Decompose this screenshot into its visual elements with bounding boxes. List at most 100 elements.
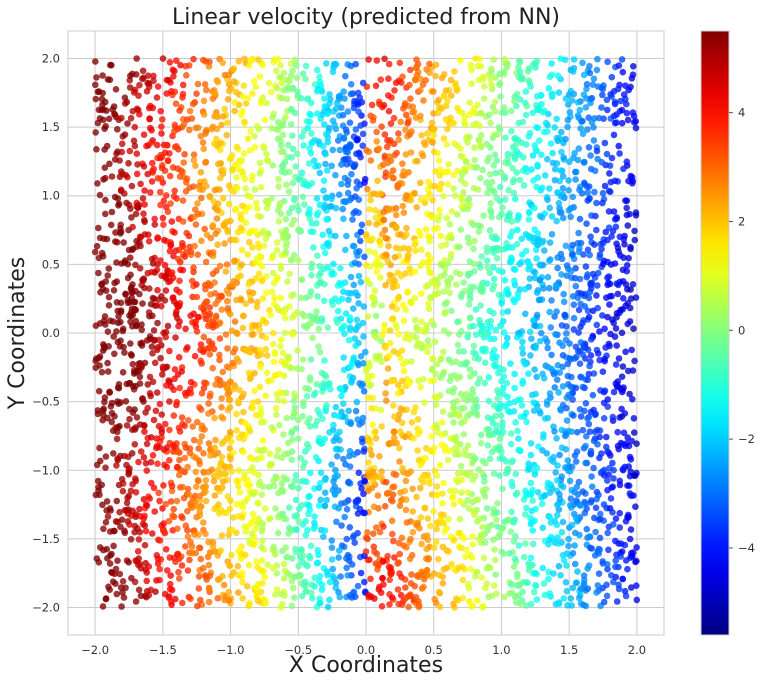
- scatter-point: [477, 110, 484, 117]
- scatter-point: [603, 581, 610, 589]
- scatter-point: [230, 78, 238, 85]
- scatter-point: [411, 582, 419, 590]
- scatter-point: [573, 483, 581, 491]
- scatter-point: [233, 174, 240, 181]
- scatter-point: [477, 431, 485, 439]
- scatter-point: [367, 196, 374, 204]
- scatter-point: [324, 134, 332, 141]
- scatter-point: [498, 300, 505, 307]
- scatter-point: [588, 212, 595, 219]
- scatter-point: [171, 375, 178, 383]
- scatter-point: [584, 189, 591, 196]
- scatter-point: [472, 472, 479, 480]
- scatter-point: [490, 536, 497, 543]
- scatter-point: [536, 296, 543, 304]
- scatter-point: [599, 91, 606, 99]
- scatter-point: [388, 517, 396, 525]
- scatter-point: [145, 591, 153, 599]
- scatter-point: [345, 479, 352, 487]
- scatter-point: [287, 72, 295, 80]
- scatter-point: [627, 172, 634, 180]
- scatter-point: [589, 270, 597, 278]
- scatter-point: [456, 515, 464, 523]
- scatter-point: [149, 159, 156, 167]
- scatter-point: [603, 96, 611, 104]
- scatter-point: [340, 354, 348, 361]
- scatter-point: [548, 71, 556, 79]
- scatter-point: [415, 602, 423, 609]
- scatter-point: [210, 477, 218, 485]
- scatter-point: [257, 409, 265, 417]
- scatter-point: [566, 477, 574, 485]
- scatter-point: [128, 450, 136, 457]
- scatter-point: [178, 513, 185, 520]
- scatter-point: [523, 492, 530, 499]
- scatter-point: [269, 162, 277, 169]
- scatter-point: [318, 315, 326, 322]
- scatter-point: [150, 295, 158, 303]
- scatter-point: [606, 162, 614, 169]
- scatter-point: [452, 487, 459, 495]
- scatter-point: [402, 111, 410, 119]
- scatter-point: [476, 316, 483, 324]
- scatter-point: [316, 73, 323, 81]
- scatter-point: [467, 163, 474, 170]
- scatter-point: [206, 313, 213, 320]
- scatter-point: [289, 145, 297, 153]
- scatter-point: [106, 317, 114, 325]
- scatter-point: [221, 105, 228, 113]
- scatter-point: [268, 424, 276, 431]
- scatter-point: [131, 142, 139, 150]
- scatter-point: [450, 600, 457, 608]
- scatter-point: [171, 366, 179, 373]
- scatter-point: [125, 160, 132, 167]
- scatter-point: [362, 367, 370, 375]
- scatter-point: [585, 114, 592, 121]
- scatter-point: [142, 460, 150, 467]
- scatter-point: [558, 255, 566, 263]
- scatter-point: [147, 458, 155, 466]
- scatter-point: [340, 400, 347, 408]
- scatter-point: [617, 97, 624, 105]
- scatter-point: [421, 328, 428, 336]
- scatter-point: [233, 410, 240, 418]
- scatter-point: [293, 365, 301, 372]
- scatter-point: [523, 102, 531, 110]
- scatter-point: [454, 596, 462, 604]
- scatter-point: [550, 370, 558, 378]
- scatter-point: [124, 260, 132, 268]
- scatter-point: [439, 490, 446, 498]
- scatter-point: [151, 336, 158, 344]
- scatter-point: [616, 150, 623, 157]
- scatter-point: [107, 221, 115, 229]
- scatter-point: [402, 126, 409, 134]
- scatter-point: [298, 546, 305, 553]
- scatter-point: [425, 305, 433, 313]
- scatter-point: [608, 316, 616, 324]
- scatter-point: [546, 513, 554, 521]
- scatter-point: [193, 328, 201, 335]
- scatter-point: [129, 223, 136, 231]
- scatter-point: [277, 342, 284, 350]
- scatter-point: [145, 238, 153, 245]
- scatter-point: [301, 578, 309, 586]
- scatter-point: [544, 414, 552, 422]
- scatter-point: [351, 335, 359, 342]
- scatter-point: [119, 327, 127, 335]
- scatter-point: [273, 126, 280, 133]
- scatter-point: [254, 597, 262, 605]
- scatter-point: [335, 554, 343, 561]
- scatter-point: [410, 408, 418, 416]
- scatter-point: [422, 283, 430, 290]
- scatter-point: [389, 439, 397, 447]
- scatter-point: [101, 313, 109, 320]
- scatter-point: [610, 521, 617, 528]
- scatter-point: [194, 251, 202, 258]
- scatter-point: [505, 160, 512, 167]
- scatter-point: [183, 248, 190, 256]
- scatter-point: [311, 157, 318, 164]
- scatter-point: [601, 357, 608, 365]
- scatter-point: [558, 473, 565, 480]
- scatter-point: [518, 73, 525, 81]
- scatter-point: [601, 387, 609, 395]
